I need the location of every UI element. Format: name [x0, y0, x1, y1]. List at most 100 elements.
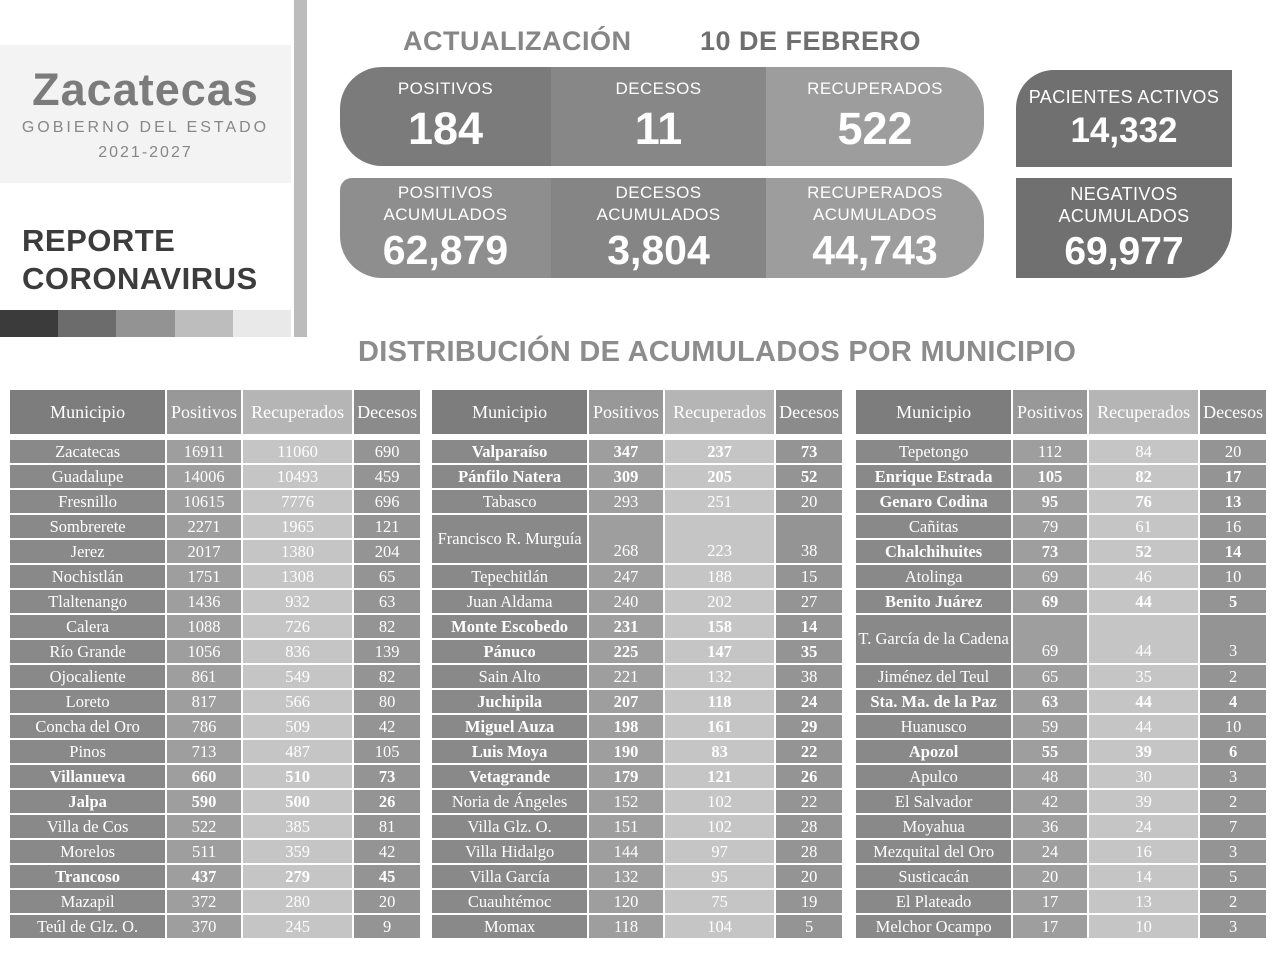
decesos-cell: 19 [776, 890, 842, 913]
decesos-cell: 3 [1200, 915, 1266, 938]
table-row: Apozol 55 39 6 [856, 740, 1266, 763]
table-row: Vetagrande 179 121 26 [432, 765, 842, 788]
decesos-cell: 26 [354, 790, 420, 813]
municipality-name-cell: Nochistlán [10, 565, 166, 588]
stat-recuperados-acumulados-value: 44,743 [812, 226, 938, 273]
decesos-cell: 3 [1200, 615, 1266, 663]
strip-segment [232, 310, 292, 337]
municipality-name-cell: Guadalupe [10, 465, 166, 488]
decesos-cell: 20 [776, 865, 842, 888]
municipality-name-cell: Juan Aldama [432, 590, 588, 613]
municipality-name-cell: Enrique Estrada [856, 465, 1012, 488]
decesos-cell: 28 [776, 840, 842, 863]
positivos-cell: 221 [589, 665, 663, 688]
recuperados-cell: 932 [242, 590, 353, 613]
municipality-name-cell: Melchor Ocampo [856, 915, 1012, 938]
recuperados-cell: 13 [1088, 890, 1199, 913]
stat-decesos-label: DECESOS [615, 78, 702, 98]
table-row: Moyahua 36 24 7 [856, 815, 1266, 838]
positivos-cell: 347 [589, 440, 663, 463]
decesos-cell: 459 [354, 465, 420, 488]
header-recuperados: Recuperados [664, 390, 775, 434]
decesos-cell: 35 [776, 640, 842, 663]
table-row: Jalpa 590 500 26 [10, 790, 420, 813]
header-decesos: Decesos [354, 390, 420, 434]
table-row: Juan Aldama 240 202 27 [432, 590, 842, 613]
table-row: Villa Hidalgo 144 97 28 [432, 840, 842, 863]
positivos-cell: 522 [167, 815, 241, 838]
decesos-cell: 29 [776, 715, 842, 738]
recuperados-cell: 35 [1088, 665, 1199, 688]
recuperados-cell: 202 [664, 590, 775, 613]
municipality-name-cell: Sain Alto [432, 665, 588, 688]
positivos-cell: 69 [1013, 590, 1087, 613]
recuperados-cell: 16 [1088, 840, 1199, 863]
decesos-cell: 6 [1200, 740, 1266, 763]
table-row: Pinos 713 487 105 [10, 740, 420, 763]
header-positivos: Positivos [589, 390, 663, 434]
stat-decesos-acumulados-label: DECESOS ACUMULADOS [597, 182, 721, 225]
municipality-name-cell: Vetagrande [432, 765, 588, 788]
positivos-cell: 817 [167, 690, 241, 713]
stat-positivos: POSITIVOS 184 [340, 67, 551, 166]
state-logo: Zacatecas GOBIERNO DEL ESTADO 2021-2027 [0, 45, 291, 183]
stat-recuperados-acumulados: RECUPERADOS ACUMULADOS 44,743 [766, 178, 984, 278]
decesos-cell: 24 [776, 690, 842, 713]
table-row: Ojocaliente 861 549 82 [10, 665, 420, 688]
municipality-name-cell: Jiménez del Teul [856, 665, 1012, 688]
stat-recuperados-label: RECUPERADOS [807, 78, 943, 98]
positivos-cell: 63 [1013, 690, 1087, 713]
positivos-cell: 152 [589, 790, 663, 813]
stat-decesos-acumulados: DECESOS ACUMULADOS 3,804 [551, 178, 766, 278]
decesos-cell: 20 [354, 890, 420, 913]
table-row: El Plateado 17 13 2 [856, 890, 1266, 913]
municipality-name-cell: Tlaltenango [10, 590, 166, 613]
decesos-cell: 27 [776, 590, 842, 613]
decesos-cell: 42 [354, 715, 420, 738]
recuperados-cell: 121 [664, 765, 775, 788]
logo-subtitle: GOBIERNO DEL ESTADO [21, 119, 270, 137]
positivos-cell: 24 [1013, 840, 1087, 863]
decesos-cell: 65 [354, 565, 420, 588]
municipality-name-cell: Pánfilo Natera [432, 465, 588, 488]
decesos-cell: 52 [776, 465, 842, 488]
decesos-cell: 7 [1200, 815, 1266, 838]
decesos-cell: 28 [776, 815, 842, 838]
table-row: Susticacán 20 14 5 [856, 865, 1266, 888]
table-row: Zacatecas 16911 11060 690 [10, 440, 420, 463]
table-row: Villa García 132 95 20 [432, 865, 842, 888]
decesos-cell: 17 [1200, 465, 1266, 488]
municipality-name-cell: Cañitas [856, 515, 1012, 538]
table-row: Luis Moya 190 83 22 [432, 740, 842, 763]
recuperados-cell: 500 [242, 790, 353, 813]
decesos-cell: 15 [776, 565, 842, 588]
table-body: Zacatecas 16911 11060 690 Guadalupe 14006 1049… [10, 440, 420, 938]
positivos-cell: 73 [1013, 540, 1087, 563]
recuperados-cell: 726 [242, 615, 353, 638]
decesos-cell: 9 [354, 915, 420, 938]
decesos-cell: 22 [776, 790, 842, 813]
table-body: Valparaíso 347 237 73 Pánfilo Natera 309 205 52… [432, 440, 842, 938]
positivos-cell: 179 [589, 765, 663, 788]
recuperados-cell: 147 [664, 640, 775, 663]
positivos-cell: 36 [1013, 815, 1087, 838]
recuperados-cell: 161 [664, 715, 775, 738]
recuperados-cell: 24 [1088, 815, 1199, 838]
decesos-cell: 3 [1200, 765, 1266, 788]
recuperados-cell: 1380 [242, 540, 353, 563]
recuperados-cell: 566 [242, 690, 353, 713]
decesos-cell: 26 [776, 765, 842, 788]
recuperados-cell: 75 [664, 890, 775, 913]
stat-positivos-value: 184 [407, 103, 484, 155]
decesos-cell: 13 [1200, 490, 1266, 513]
recuperados-cell: 487 [242, 740, 353, 763]
municipality-name-cell: El Salvador [856, 790, 1012, 813]
recuperados-cell: 279 [242, 865, 353, 888]
positivos-cell: 65 [1013, 665, 1087, 688]
report-title-line1: REPORTE [22, 223, 176, 258]
municipality-name-cell: Villa de Cos [10, 815, 166, 838]
municipality-name-cell: Atolinga [856, 565, 1012, 588]
header-positivos: Positivos [167, 390, 241, 434]
municipality-name-cell: Zacatecas [10, 440, 166, 463]
